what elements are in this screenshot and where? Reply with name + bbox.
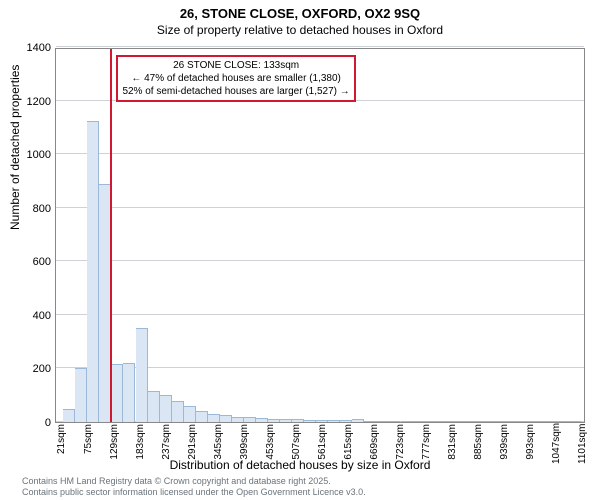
footer-line2: Contains public sector information licen… [22, 487, 366, 498]
histogram-bar [473, 421, 485, 422]
histogram-bar [316, 420, 328, 422]
x-axis-label: Distribution of detached houses by size … [0, 458, 600, 472]
histogram-bar [569, 421, 581, 422]
annotation-line3: 52% of semi-detached houses are larger (… [122, 85, 349, 98]
histogram-bar [63, 409, 75, 422]
histogram-bar [461, 421, 473, 422]
histogram-bar [388, 421, 400, 422]
histogram-bar [292, 419, 304, 422]
histogram-bar [268, 419, 280, 422]
histogram-bar [136, 328, 148, 422]
histogram-bar [449, 421, 461, 422]
footer-line1: Contains HM Land Registry data © Crown c… [22, 476, 366, 487]
histogram-bar [545, 421, 557, 422]
histogram-bar [172, 401, 184, 422]
histogram-bar [280, 419, 292, 422]
histogram-bar [304, 420, 316, 422]
histogram-bar [87, 121, 99, 422]
gridline [56, 314, 584, 315]
histogram-bar [485, 421, 497, 422]
gridline [56, 153, 584, 154]
plot-area: 26 STONE CLOSE: 133sqm← 47% of detached … [55, 48, 585, 423]
histogram-bar [533, 421, 545, 422]
histogram-bar [220, 415, 232, 422]
histogram-bar [497, 421, 509, 422]
histogram-bar [328, 420, 340, 422]
plot-wrap: 26 STONE CLOSE: 133sqm← 47% of detached … [55, 48, 585, 423]
histogram-bar [123, 363, 135, 422]
gridline [56, 46, 584, 47]
y-tick: 1000 [11, 149, 51, 161]
y-tick: 800 [11, 203, 51, 215]
histogram-bar [509, 421, 521, 422]
annotation-line2: ← 47% of detached houses are smaller (1,… [122, 72, 349, 85]
histogram-bar [352, 419, 364, 422]
histogram-bar [413, 421, 425, 422]
histogram-bar [401, 421, 413, 422]
histogram-bar [256, 418, 268, 422]
histogram-bar [376, 421, 388, 422]
histogram-bar [521, 421, 533, 422]
gridline [56, 207, 584, 208]
chart-subtitle: Size of property relative to detached ho… [0, 21, 600, 37]
histogram-bar [111, 364, 123, 422]
histogram-bar [244, 417, 256, 422]
histogram-bar [160, 395, 172, 422]
marker-line [110, 49, 112, 422]
histogram-bar [148, 391, 160, 422]
histogram-bar [364, 421, 376, 422]
chart-container: 26, STONE CLOSE, OXFORD, OX2 9SQ Size of… [0, 0, 600, 500]
histogram-bar [184, 406, 196, 422]
histogram-bar [75, 368, 87, 422]
histogram-bar [340, 420, 352, 422]
annotation-box: 26 STONE CLOSE: 133sqm← 47% of detached … [116, 55, 355, 102]
histogram-bar [557, 421, 569, 422]
histogram-bar [437, 421, 449, 422]
y-tick: 200 [11, 363, 51, 375]
y-tick: 400 [11, 310, 51, 322]
histogram-bar [208, 414, 220, 422]
histogram-bar [425, 421, 437, 422]
footer-credits: Contains HM Land Registry data © Crown c… [22, 476, 366, 498]
histogram-bar [196, 411, 208, 422]
annotation-line1: 26 STONE CLOSE: 133sqm [122, 59, 349, 72]
gridline [56, 260, 584, 261]
y-tick: 1200 [11, 96, 51, 108]
y-tick: 0 [11, 417, 51, 429]
y-tick: 600 [11, 256, 51, 268]
histogram-bar [232, 417, 244, 422]
y-tick: 1400 [11, 42, 51, 54]
chart-title: 26, STONE CLOSE, OXFORD, OX2 9SQ [0, 0, 600, 21]
